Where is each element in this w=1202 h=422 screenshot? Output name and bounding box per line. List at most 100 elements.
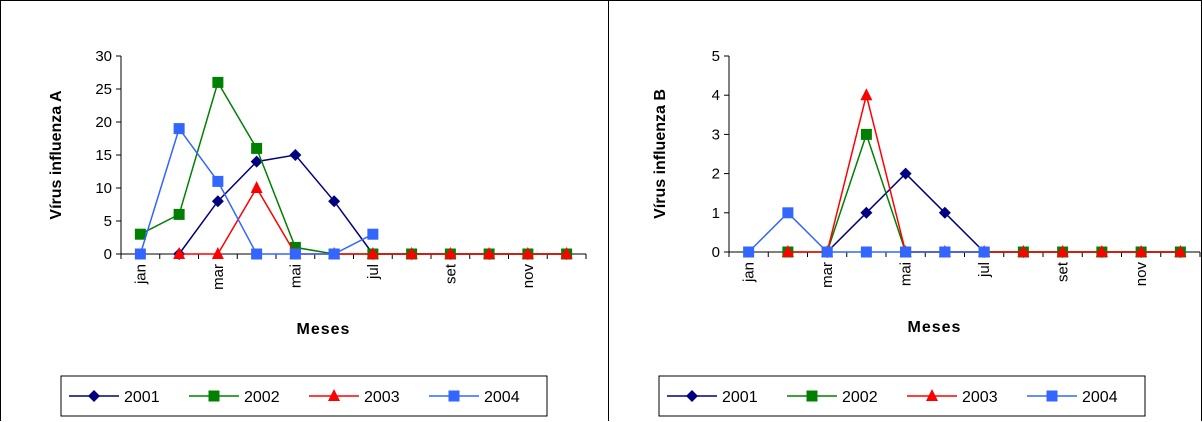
x-axis-title: Meses: [908, 319, 962, 336]
data-point-2001: [860, 206, 873, 219]
data-point-2003: [781, 245, 794, 257]
data-point-2004: [743, 246, 755, 258]
data-point-2004: [251, 248, 263, 260]
data-point-2002: [251, 142, 263, 154]
data-point-2003: [1056, 245, 1069, 257]
y-tick-label: 30: [95, 48, 112, 65]
series-2001: [821, 167, 1187, 258]
series-2001: [173, 149, 573, 260]
series-line-2003: [179, 186, 567, 255]
legend-label-2002: 2002: [842, 389, 878, 406]
data-point-2003: [521, 247, 534, 259]
data-point-2004: [328, 248, 340, 260]
data-point-2002: [212, 76, 224, 88]
legend-label-2003: 2003: [962, 389, 998, 406]
data-point-2004: [289, 248, 301, 260]
legend-marker-2002: [208, 390, 220, 402]
chart-panel-influenza-a: 0 5 10 15 20 25 30 jan mar mai jul set nov Vírus infl…: [0, 0, 608, 421]
data-point-2002: [134, 228, 146, 240]
legend-label-2004: 2004: [484, 389, 520, 406]
data-point-2004: [821, 246, 833, 258]
x-tick-label: jul: [976, 262, 993, 278]
y-tick-label: 2: [712, 166, 720, 183]
series-2003: [173, 181, 573, 259]
data-point-2003: [483, 247, 496, 259]
legend-marker-2004: [1046, 390, 1058, 402]
data-point-2004: [212, 175, 224, 187]
x-tick-label: nov: [520, 264, 537, 289]
series-2004: [134, 123, 379, 260]
legend-marker-2003: [328, 389, 340, 401]
data-point-2004: [134, 248, 146, 260]
x-axis-title: Meses: [297, 321, 351, 338]
legend-label-2001: 2001: [124, 389, 160, 406]
legend-label-2003: 2003: [364, 389, 400, 406]
data-point-2004: [367, 228, 379, 240]
data-point-2001: [328, 195, 341, 208]
x-tick-label: nov: [1133, 262, 1150, 287]
chart-influenza-a: 0 5 10 15 20 25 30 jan mar mai jul set nov Vírus infl…: [48, 48, 587, 417]
series-2003: [781, 88, 1187, 257]
y-axis-title: Vírus influenza B: [652, 89, 669, 219]
legend-marker-2003: [926, 389, 938, 401]
y-tick-label: 25: [95, 81, 112, 98]
x-tick-label: set: [442, 263, 459, 284]
series-line-2002: [787, 132, 1181, 253]
x-tick-label: jul: [365, 264, 382, 280]
y-tick-label: 5: [712, 48, 720, 65]
data-point-2004: [978, 246, 990, 258]
x-tick-label: mai: [287, 264, 304, 288]
x-tick-label: mar: [210, 264, 227, 290]
data-point-2003: [1095, 245, 1108, 257]
data-point-2004: [782, 207, 794, 219]
legend-marker-2001: [686, 390, 698, 402]
x-tick-label: jan: [741, 262, 758, 283]
data-point-2004: [900, 246, 912, 258]
data-point-2001: [211, 195, 224, 208]
series-2004: [743, 207, 990, 258]
data-point-2001: [938, 206, 951, 219]
y-tick-label: 3: [712, 126, 720, 143]
y-tick-label: 1: [712, 205, 720, 222]
data-point-2003: [405, 247, 418, 259]
data-point-2003: [1174, 245, 1187, 257]
legend-label-2002: 2002: [244, 389, 280, 406]
data-point-2003: [1135, 245, 1148, 257]
data-point-2003: [444, 247, 457, 259]
legend-marker-2002: [806, 390, 818, 402]
data-point-2001: [289, 149, 302, 161]
y-axis-title: Vírus influenza A: [48, 90, 65, 220]
series-line-2001: [826, 172, 1181, 253]
data-point-2001: [250, 155, 263, 168]
data-point-2003: [250, 181, 263, 193]
legend-marker-2004: [448, 390, 460, 402]
x-tick-label: set: [1055, 261, 1072, 282]
y-tick-label: 4: [712, 87, 720, 104]
x-tick-label: mai: [898, 262, 915, 286]
chart-panel-influenza-b: 0 1 2 3 4 5 jan mar mai jul set nov Vírus influenza …: [608, 0, 1202, 421]
data-point-2003: [560, 247, 573, 259]
y-tick-label: 20: [95, 114, 112, 131]
legend-label-2004: 2004: [1082, 389, 1118, 406]
y-tick-label: 10: [95, 180, 112, 197]
data-point-2003: [173, 247, 186, 259]
data-point-2003: [211, 247, 224, 259]
data-point-2002: [860, 128, 872, 140]
data-point-2003: [860, 88, 873, 101]
data-point-2003: [1017, 245, 1030, 257]
data-point-2002: [173, 208, 185, 220]
chart-influenza-b: 0 1 2 3 4 5 jan mar mai jul set nov Vírus influenza …: [652, 48, 1201, 417]
data-point-2003: [366, 247, 379, 259]
data-point-2001: [899, 167, 912, 180]
data-point-2004: [860, 246, 872, 258]
series-line-2003: [787, 95, 1181, 253]
y-tick-label: 5: [104, 213, 112, 230]
series-2002: [134, 76, 573, 260]
legend-marker-2001: [88, 390, 100, 402]
x-tick-label: mar: [819, 262, 836, 288]
series-2002: [782, 128, 1186, 258]
x-tick-label: jan: [132, 264, 149, 285]
legend-label-2001: 2001: [722, 389, 758, 406]
y-tick-label: 0: [104, 246, 112, 263]
data-point-2004: [173, 123, 185, 135]
